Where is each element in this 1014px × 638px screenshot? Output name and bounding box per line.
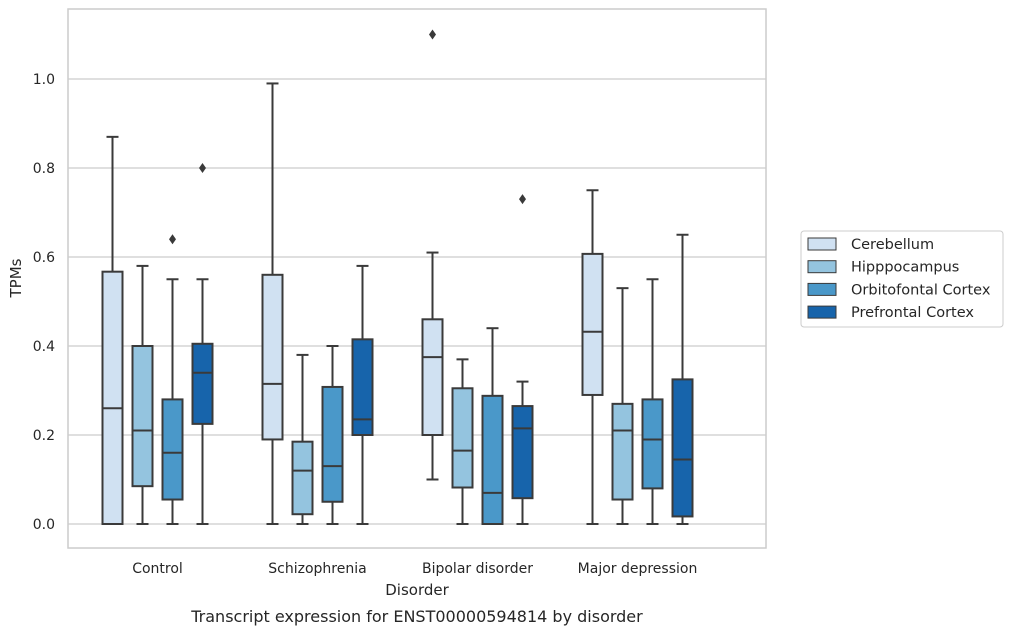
y-tick-labels: 0.0 0.2 0.4 0.6 0.8 1.0 (33, 72, 55, 533)
outlier-point (429, 29, 436, 40)
box (511, 405, 534, 500)
box-group (421, 29, 444, 481)
legend-swatch (807, 260, 837, 274)
box (671, 378, 694, 518)
box-group (191, 163, 214, 525)
box-group (101, 135, 124, 525)
x-tick-label: Control (132, 561, 183, 577)
box (481, 394, 504, 525)
x-axis-label: Disorder (385, 581, 449, 599)
box-group (161, 234, 184, 525)
box-group (611, 287, 634, 525)
y-tick-label: 0.0 (33, 517, 55, 533)
box (351, 338, 374, 437)
box (641, 398, 664, 490)
box-group (291, 353, 314, 525)
y-tick-label: 0.8 (33, 161, 55, 177)
plot-frame (67, 8, 767, 549)
box (131, 345, 154, 488)
outlier-point (519, 194, 526, 205)
y-tick-label: 1.0 (33, 72, 55, 88)
box-group (321, 345, 344, 525)
box (291, 440, 314, 516)
legend-items: Cerebellum Hipppocampus Orbitofontal Corte… (807, 237, 991, 321)
legend-swatch (807, 305, 837, 319)
grid-lines (68, 78, 766, 525)
box (611, 402, 634, 501)
box (161, 398, 184, 501)
x-tick-label: Major depression (578, 561, 698, 577)
box-group (131, 264, 154, 525)
box-group (641, 278, 664, 525)
plot-marks (101, 29, 694, 525)
outlier-point (199, 163, 206, 173)
legend: Cerebellum Hipppocampus Orbitofontal Corte… (800, 230, 1004, 328)
legend-label: Hipppocampus (851, 260, 959, 276)
legend-label: Orbitofontal Cortex (851, 282, 991, 298)
x-tick-label: Schizophrenia (268, 561, 366, 577)
box-group (581, 189, 604, 525)
box-group (481, 327, 504, 525)
box (421, 318, 444, 436)
x-tick-label: Bipolar disorder (422, 561, 533, 577)
box-group (671, 233, 694, 525)
y-tick-label: 0.4 (33, 339, 55, 355)
y-tick-label: 0.2 (33, 428, 55, 444)
box (191, 342, 214, 425)
outlier-point (169, 234, 176, 245)
box (451, 387, 474, 489)
box (581, 252, 604, 396)
box (321, 385, 344, 503)
x-tick-labels: Control Schizophrenia Bipolar disorder Majo… (132, 561, 697, 577)
box-group (351, 264, 374, 525)
box-group (511, 194, 534, 525)
y-axis-label: TPMs (7, 258, 25, 298)
box (101, 270, 124, 525)
legend-label: Cerebellum (851, 237, 934, 253)
box (261, 273, 284, 441)
y-tick-label: 0.6 (33, 250, 55, 266)
box-group (261, 82, 284, 525)
legend-label: Prefrontal Cortex (851, 305, 974, 321)
chart-caption: Transcript expression for ENST0000059481… (190, 607, 643, 626)
legend-swatch (807, 282, 837, 296)
box-group (451, 358, 474, 525)
legend-swatch (807, 237, 837, 251)
legend-frame (800, 230, 1004, 328)
